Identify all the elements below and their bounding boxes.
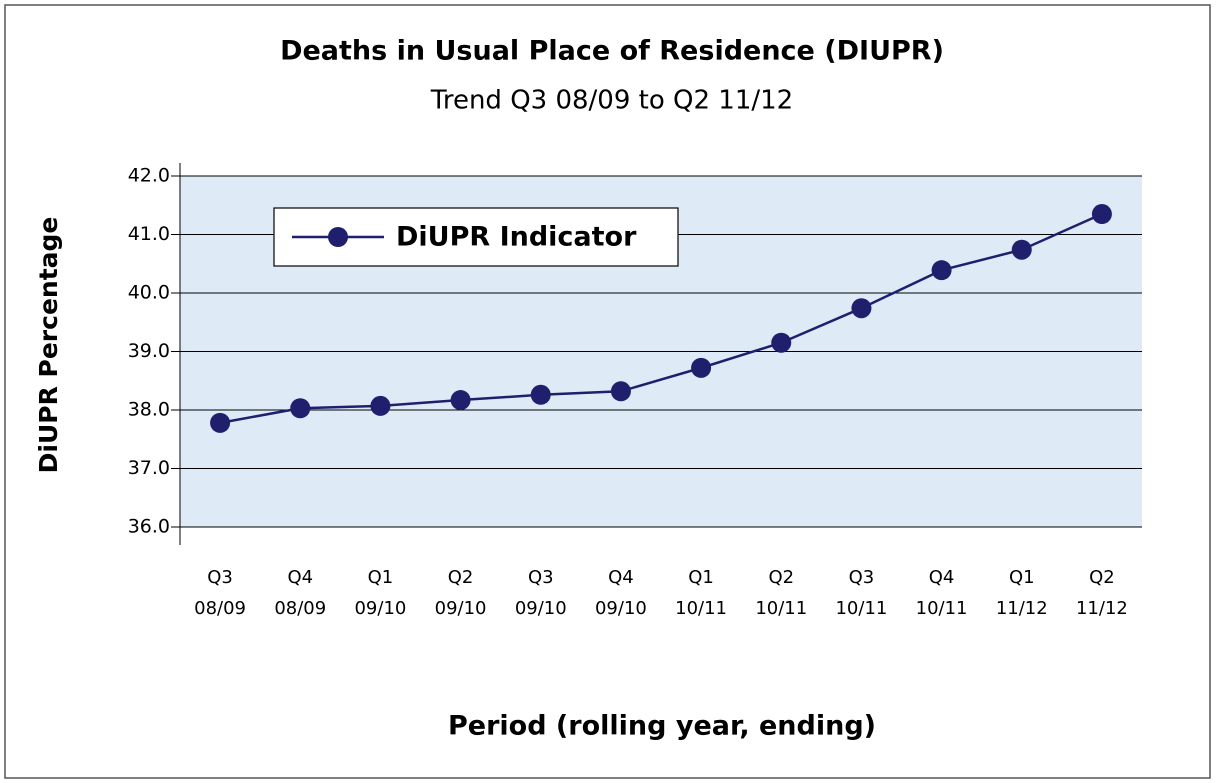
y-tick-label: 37.0 [128,457,170,479]
y-tick-label: 42.0 [128,165,170,187]
legend-marker [328,227,348,247]
x-tick-label: Q2 11/12 [1076,567,1128,619]
x-tick-label: Q1 10/11 [675,567,727,619]
data-point [450,390,471,411]
x-tick-label: Q1 11/12 [996,567,1048,619]
legend-label: DiUPR Indicator [396,222,637,253]
series-line [219,212,1103,425]
x-tick-label: Q3 09/10 [515,567,567,619]
data-point [370,395,391,416]
x-tick-label: Q2 09/10 [435,567,487,619]
y-tick-label: 39.0 [128,340,170,362]
x-axis-label: Period (rolling year, ending) [448,711,876,742]
x-tick-label: Q4 09/10 [595,567,647,619]
data-point [931,260,952,281]
x-tick-label: Q1 09/10 [354,567,406,619]
data-point [1011,239,1032,260]
chart-subtitle: Trend Q3 08/09 to Q2 11/12 [430,86,793,116]
data-point [530,384,551,405]
x-tick-label: Q2 10/11 [755,567,807,619]
y-tick-label: 36.0 [128,516,170,538]
y-axis-label: DiUPR Percentage [34,217,63,474]
data-point [851,298,872,319]
data-point [610,381,631,402]
x-tick-label: Q3 08/09 [194,567,246,619]
chart-title: Deaths in Usual Place of Residence (DIUP… [280,36,944,67]
y-tick-label: 41.0 [128,223,170,245]
x-tick-label: Q4 08/09 [274,567,326,619]
data-point [691,357,712,378]
data-point [1091,204,1112,225]
x-tick-label: Q4 10/11 [916,567,968,619]
y-tick-label: 38.0 [128,399,170,421]
y-tick-label: 40.0 [128,282,170,304]
data-point [290,398,311,419]
data-point [771,332,792,353]
data-point [210,412,231,433]
x-tick-label: Q3 10/11 [835,567,887,619]
